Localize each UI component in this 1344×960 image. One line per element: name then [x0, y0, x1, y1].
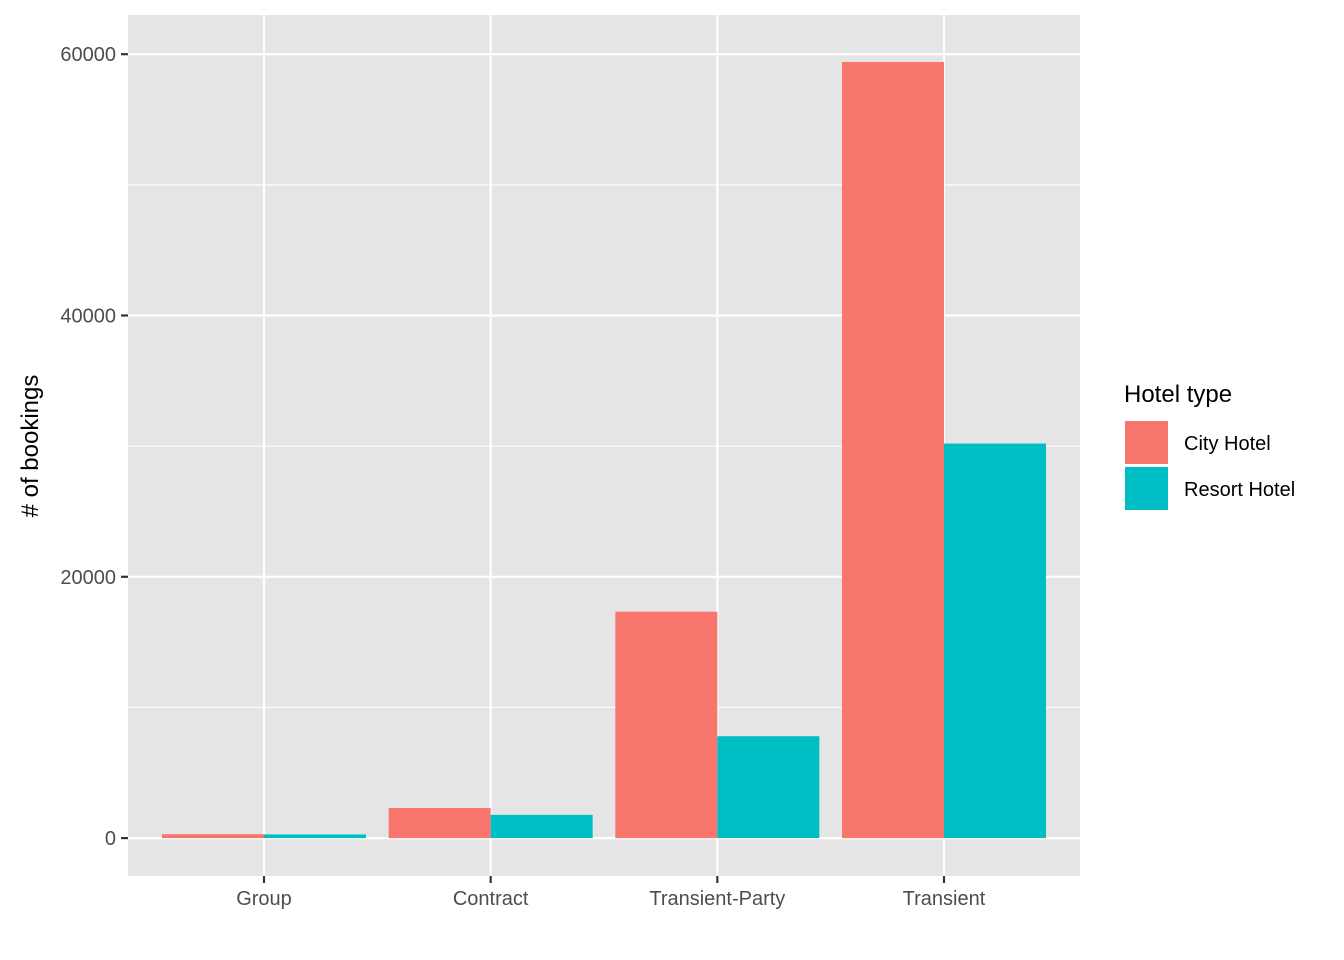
- bar: [264, 834, 366, 839]
- x-axis-ticks: Group Contract Transient-Party Transient: [236, 876, 986, 910]
- bar: [842, 62, 944, 839]
- legend: Hotel type City Hotel Resort Hotel: [1124, 381, 1295, 510]
- legend-key: [1125, 421, 1168, 464]
- legend-title: Hotel type: [1124, 381, 1232, 408]
- y-axis-ticks: 0 20000 40000 60000: [60, 44, 128, 850]
- legend-label: Resort Hotel: [1184, 479, 1295, 501]
- x-tick-label: Group: [236, 888, 292, 910]
- bar: [944, 443, 1046, 839]
- x-tick-label: Transient-Party: [649, 888, 785, 910]
- y-axis-title: # of bookings: [17, 375, 44, 518]
- bar: [717, 736, 820, 839]
- x-tick-label: Contract: [453, 888, 529, 910]
- bars: [162, 62, 1046, 839]
- y-tick-label: 40000: [60, 306, 116, 328]
- legend-key: [1125, 467, 1168, 510]
- x-tick-label: Transient: [903, 888, 986, 910]
- bar: [490, 814, 593, 839]
- y-tick-label: 60000: [60, 44, 116, 66]
- bar: [162, 834, 264, 839]
- bar: [615, 611, 718, 839]
- y-tick-label: 20000: [60, 567, 116, 589]
- legend-label: City Hotel: [1184, 433, 1271, 455]
- bar: [388, 808, 491, 839]
- y-tick-label: 0: [105, 828, 116, 850]
